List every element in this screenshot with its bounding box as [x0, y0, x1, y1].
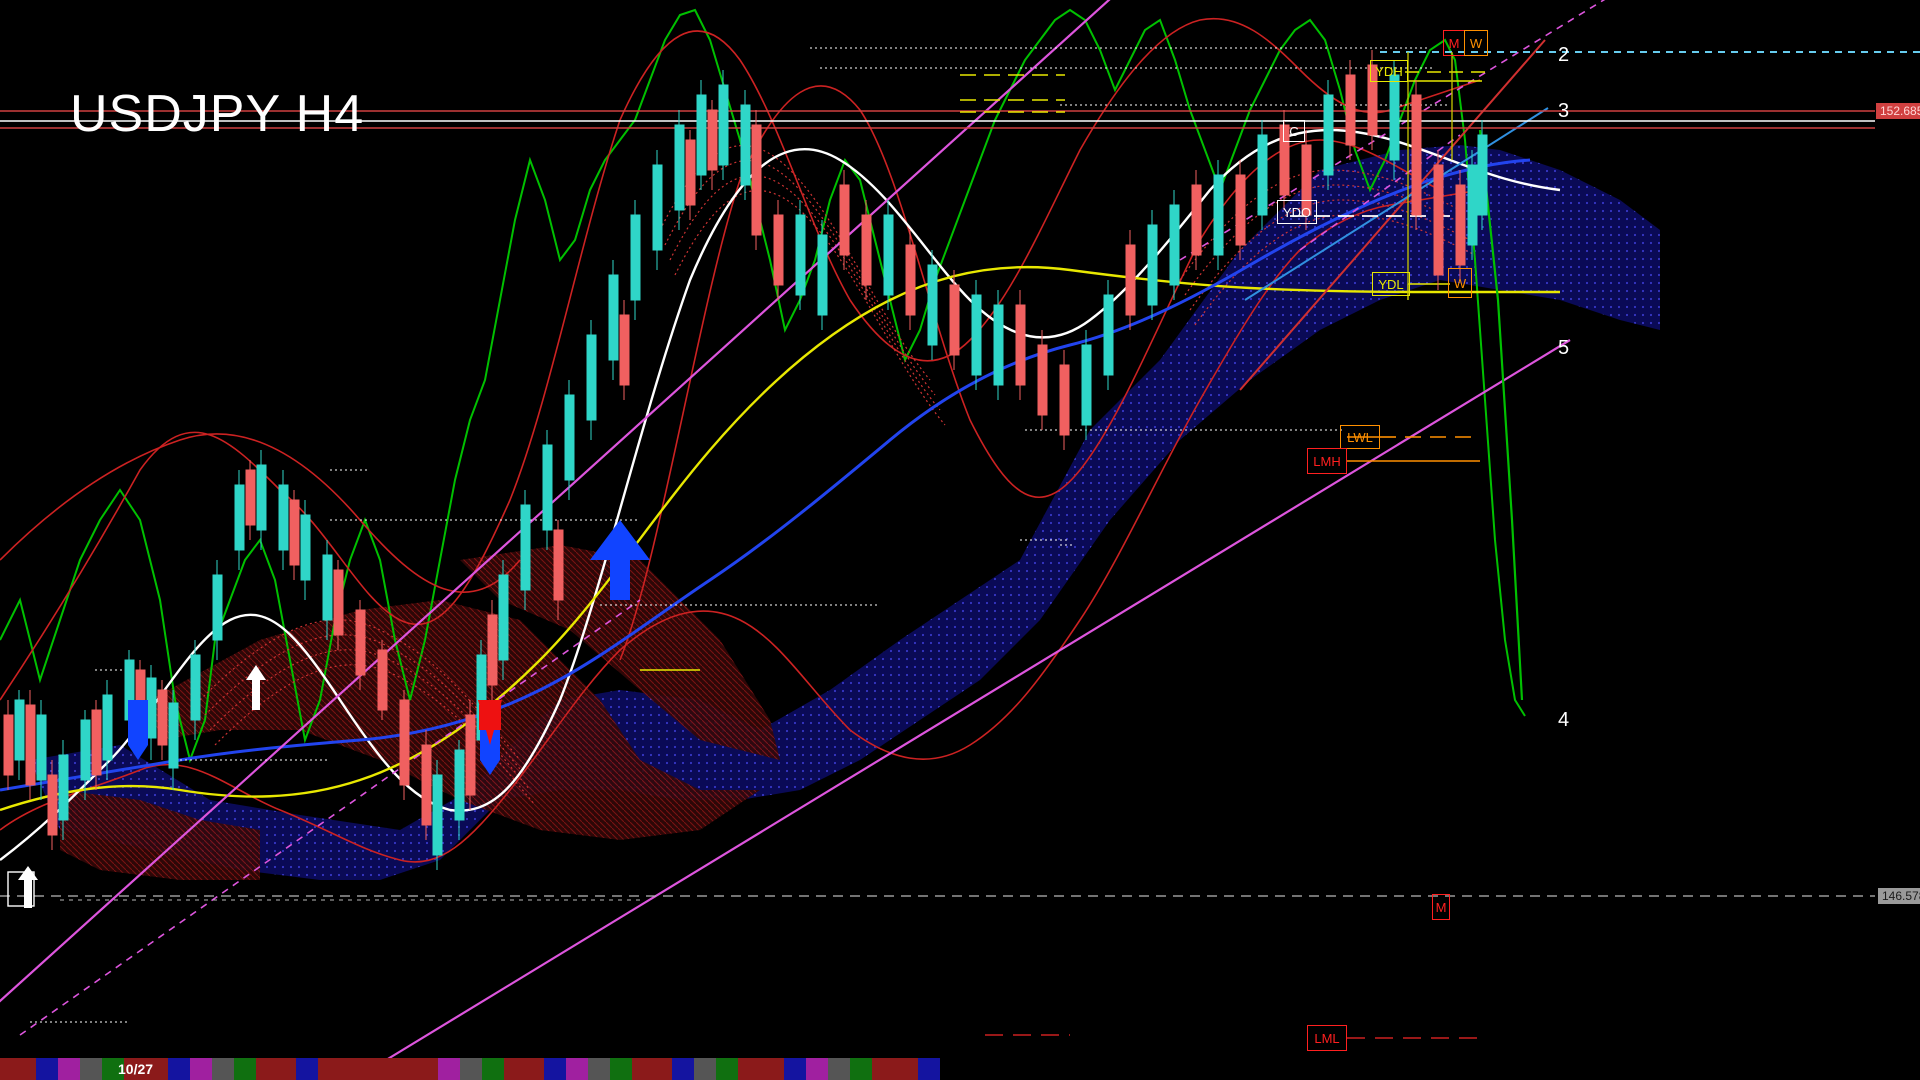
ma-blue-line	[0, 158, 1531, 792]
session-cell	[738, 1058, 784, 1080]
trendline-3	[1244, 107, 1549, 301]
session-cell	[806, 1058, 828, 1080]
marker-yesterday-high[interactable]: YDH	[1370, 60, 1408, 82]
session-cell	[460, 1058, 482, 1080]
session-cell	[102, 1058, 124, 1080]
session-cell	[482, 1058, 504, 1080]
session-color-bar	[0, 1058, 1920, 1080]
marker-month-low[interactable]: M	[1432, 894, 1450, 920]
level-price-tag: 146.578	[1878, 888, 1920, 904]
session-cell	[124, 1058, 168, 1080]
session-cell	[168, 1058, 190, 1080]
session-cell	[318, 1058, 438, 1080]
marker-week-low[interactable]: W	[1448, 268, 1472, 298]
session-cell	[632, 1058, 672, 1080]
current-price-tag: 152.685	[1876, 103, 1920, 119]
session-cell	[716, 1058, 738, 1080]
trendline-4	[1478, 129, 1524, 701]
session-cell	[36, 1058, 58, 1080]
magenta-dashed-trend	[19, 0, 1606, 1036]
marker-yesterday-open[interactable]: YDO	[1277, 200, 1317, 224]
session-cell	[234, 1058, 256, 1080]
session-cell	[872, 1058, 918, 1080]
marker-month-high[interactable]: M	[1443, 30, 1465, 56]
session-cell	[566, 1058, 588, 1080]
session-cell	[256, 1058, 296, 1080]
session-cell	[544, 1058, 566, 1080]
candlestick-series	[3, 50, 1488, 870]
horizontal-levels	[0, 47, 1875, 1039]
trendline-2	[1239, 39, 1546, 391]
page-title: USDJPY H4	[70, 85, 365, 143]
marker-last-month-high[interactable]: LMH	[1307, 448, 1347, 474]
trendline-number-4: 4	[1558, 709, 1570, 731]
marker-last-week-low[interactable]: LWL	[1340, 425, 1380, 449]
date-marker-label: 10/27	[118, 1061, 154, 1077]
trendline-number-5: 5	[1558, 337, 1570, 359]
ma-slow-yellow-line	[0, 265, 1560, 812]
magenta-trend-channel	[0, 0, 1571, 1080]
session-cell	[296, 1058, 318, 1080]
session-cell	[850, 1058, 872, 1080]
session-cell	[784, 1058, 806, 1080]
trendline-number-3: 3	[1558, 100, 1570, 122]
session-cell	[190, 1058, 212, 1080]
session-cell	[438, 1058, 460, 1080]
session-cell	[940, 1058, 1920, 1080]
session-cell	[918, 1058, 940, 1080]
marker-last-month-low[interactable]: LML	[1307, 1025, 1347, 1051]
session-cell	[828, 1058, 850, 1080]
session-cell	[212, 1058, 234, 1080]
session-separators	[1407, 52, 1453, 300]
marker-close[interactable]: C	[1283, 120, 1305, 142]
session-cell	[58, 1058, 80, 1080]
session-cell	[504, 1058, 544, 1080]
marker-yesterday-low[interactable]: YDL	[1372, 272, 1410, 296]
session-cell	[80, 1058, 102, 1080]
session-cell	[588, 1058, 610, 1080]
session-cell	[610, 1058, 632, 1080]
session-cell	[672, 1058, 694, 1080]
marker-week-high[interactable]: W	[1464, 30, 1488, 56]
session-cell	[0, 1058, 36, 1080]
session-cell	[694, 1058, 716, 1080]
signal-arrows	[7, 520, 650, 908]
trendline-number-2: 2	[1558, 44, 1570, 66]
